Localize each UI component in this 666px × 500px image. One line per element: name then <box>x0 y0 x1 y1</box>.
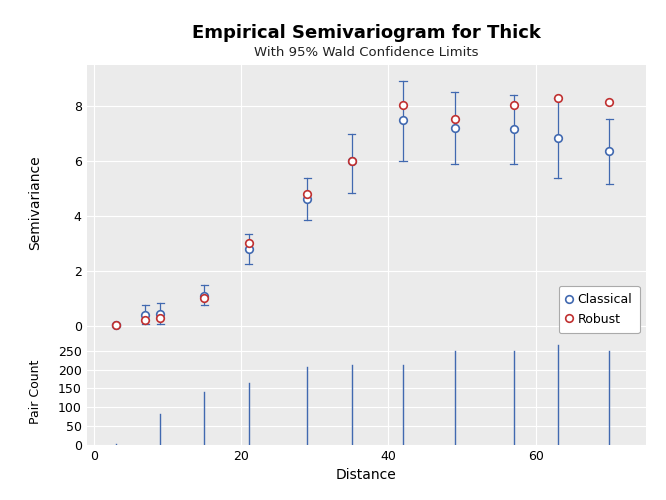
Classical <box>111 321 121 329</box>
Classical <box>450 124 460 132</box>
Robust <box>604 98 615 106</box>
Robust <box>450 114 460 122</box>
Classical <box>604 148 615 156</box>
Classical <box>243 245 254 253</box>
Text: With 95% Wald Confidence Limits: With 95% Wald Confidence Limits <box>254 46 479 59</box>
Y-axis label: Pair Count: Pair Count <box>29 360 42 424</box>
Robust <box>398 101 408 109</box>
Classical <box>346 157 357 165</box>
Robust <box>302 190 313 198</box>
Classical <box>199 292 210 300</box>
Robust <box>111 320 121 328</box>
Legend: Classical, Robust: Classical, Robust <box>559 286 640 333</box>
Robust <box>140 316 151 324</box>
Robust <box>199 294 210 302</box>
Text: Empirical Semivariogram for Thick: Empirical Semivariogram for Thick <box>192 24 541 42</box>
Classical <box>140 312 151 320</box>
X-axis label: Distance: Distance <box>336 468 397 482</box>
Robust <box>346 157 357 165</box>
Robust <box>155 314 166 322</box>
Classical <box>302 196 313 203</box>
Classical <box>552 134 563 141</box>
Classical <box>155 310 166 318</box>
Robust <box>552 94 563 102</box>
Y-axis label: Semivariance: Semivariance <box>28 155 42 250</box>
Robust <box>508 101 519 109</box>
Classical <box>508 126 519 134</box>
Robust <box>243 240 254 248</box>
Classical <box>398 116 408 124</box>
